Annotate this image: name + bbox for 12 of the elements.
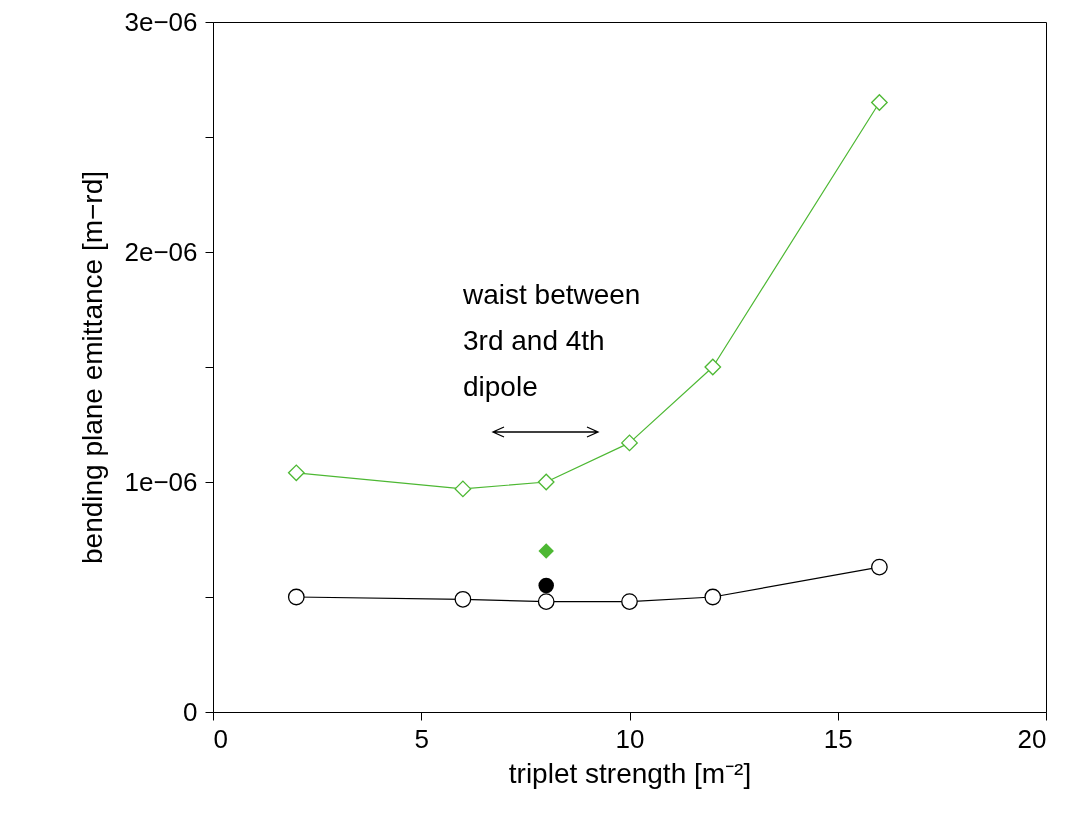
annotation: waist between 3rd and 4th dipole bbox=[463, 278, 642, 404]
y-tick-label: 2e−06 bbox=[124, 236, 198, 267]
y-tick-label: 1e−06 bbox=[124, 466, 198, 497]
y-axis-title: bending plane emittance [m−rd] bbox=[77, 170, 109, 565]
y-tick-label: 3e−06 bbox=[124, 6, 198, 37]
x-tick-label: 0 bbox=[213, 723, 228, 754]
x-tick-label: 20 bbox=[1017, 723, 1047, 754]
x-tick-label: 15 bbox=[823, 723, 853, 754]
x-axis-title: triplet strength [m⁻²] bbox=[508, 757, 752, 789]
y-tick-label: 0 bbox=[183, 696, 198, 727]
x-tick-label: 10 bbox=[615, 723, 645, 754]
x-tick-label: 5 bbox=[414, 723, 429, 754]
